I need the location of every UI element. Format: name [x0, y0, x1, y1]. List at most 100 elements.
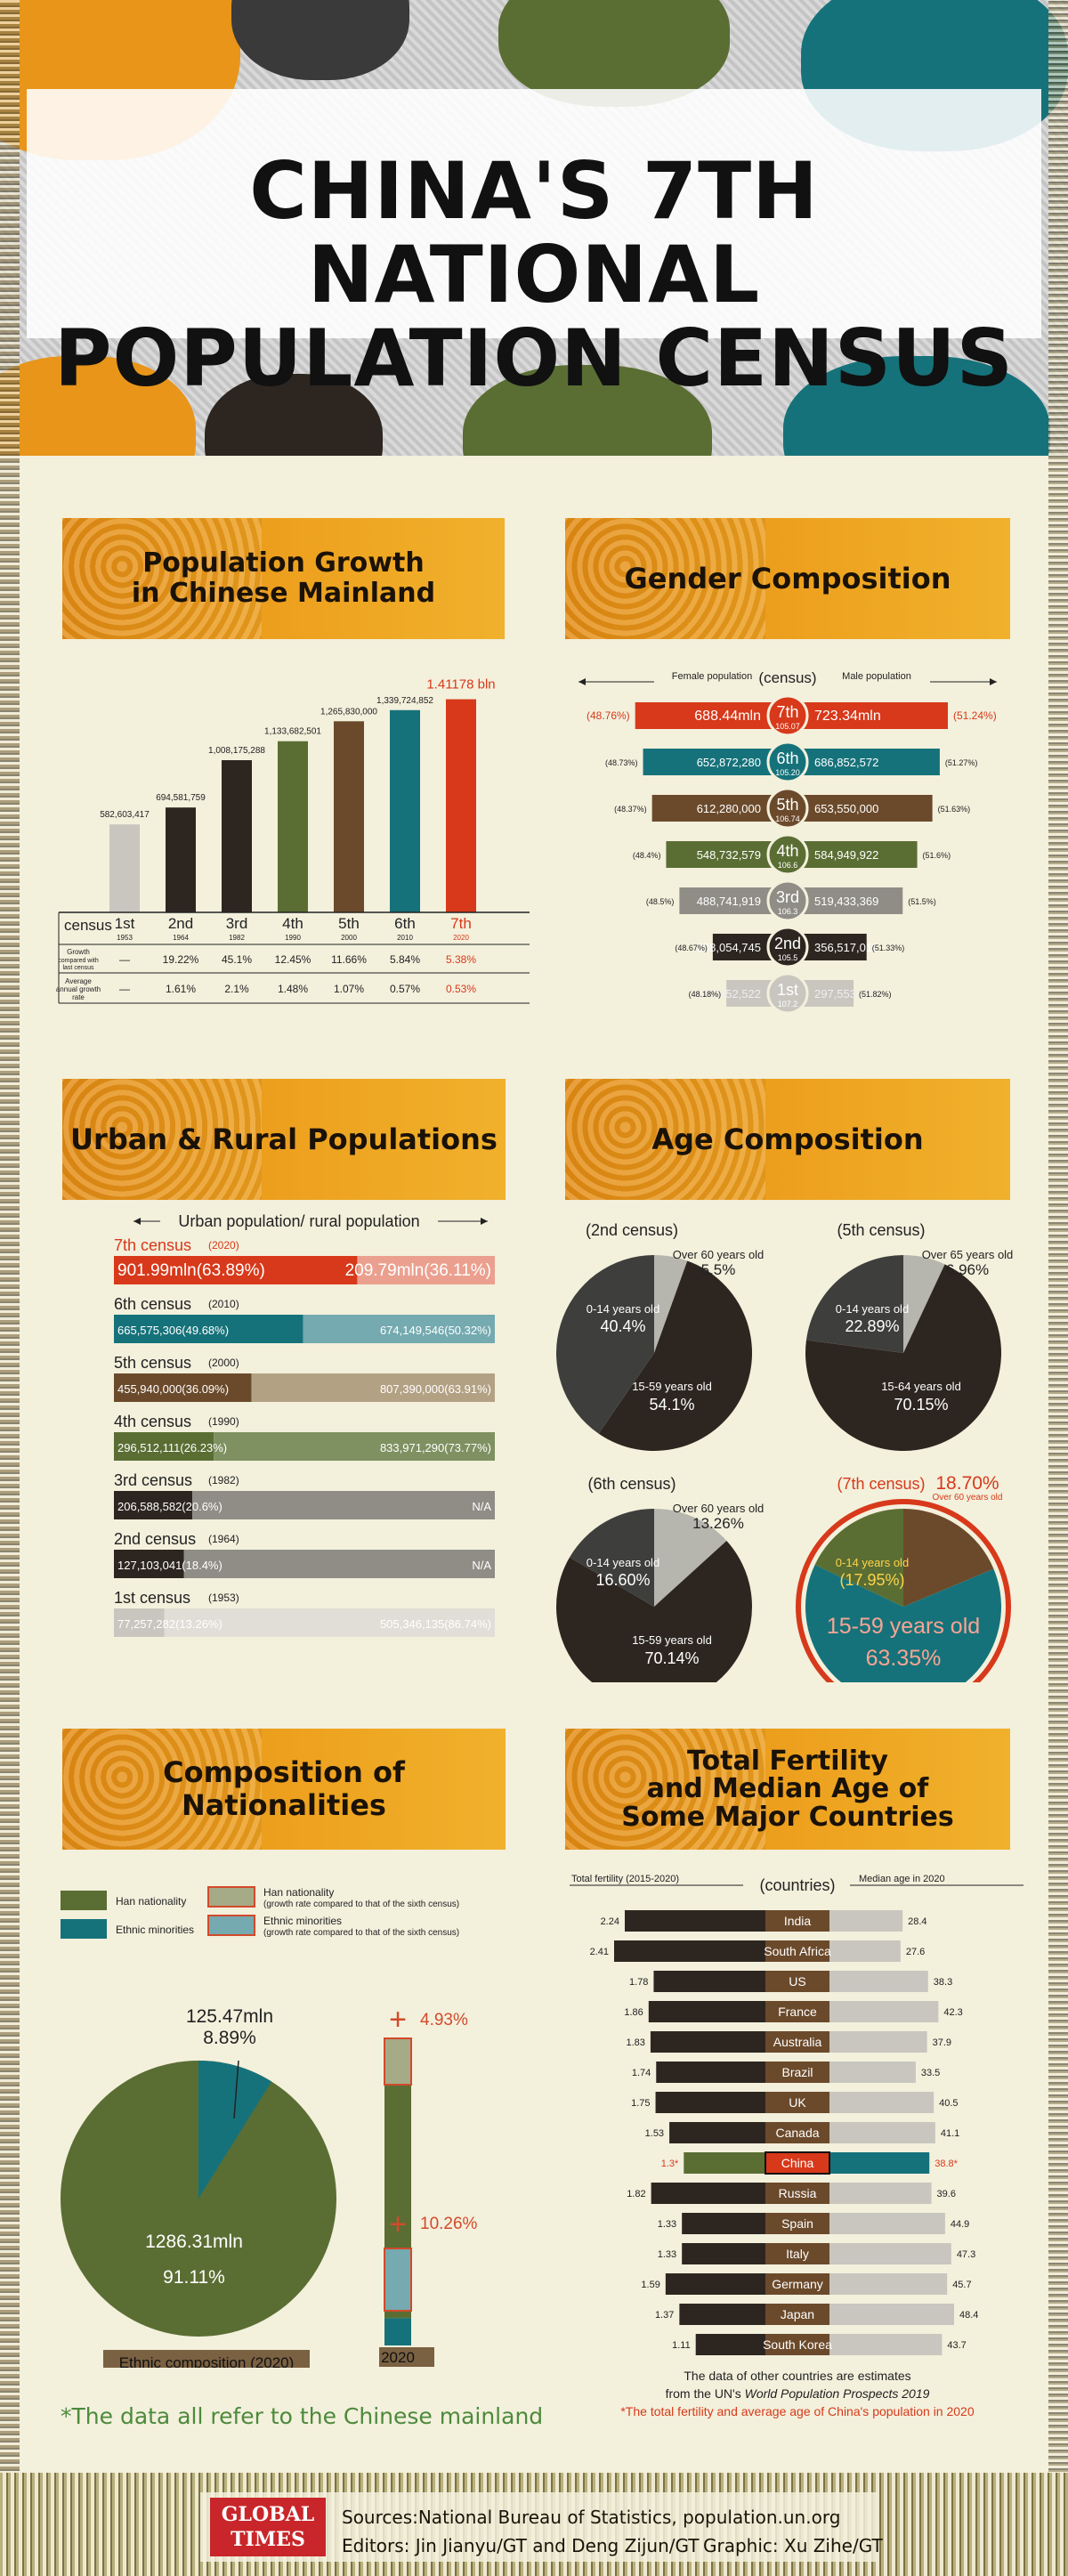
fertility-title-line-2: and Median Age of [646, 1773, 929, 1805]
sex-ratio: 107.2 [778, 1000, 798, 1009]
census-year: 1982 [229, 934, 245, 942]
work-value: 54.1% [649, 1396, 694, 1414]
country-name: US [789, 1974, 805, 1989]
census-label: 7th [450, 915, 472, 932]
rural-bar [164, 1608, 495, 1637]
sex-ratio: 106.6 [778, 861, 798, 870]
growth-bar [109, 824, 140, 912]
age-banner: Age Composition [565, 1079, 1010, 1200]
urban-bar [114, 1256, 358, 1284]
growth-bar [166, 807, 196, 912]
census-name: 5th census [114, 1354, 191, 1372]
young-value: (17.95%) [839, 1571, 904, 1589]
growth-value: 11.66% [331, 953, 367, 966]
median-age-value: 38.3 [934, 1977, 952, 1988]
fertility-bar [624, 1910, 765, 1932]
male-value: 584,949,922 [814, 848, 878, 862]
fertility-value: 1.37 [655, 2310, 674, 2321]
female-bar [643, 749, 788, 775]
growth-chart: 582,603,417 694,581,759 1,008,175,288 1,133… [56, 677, 530, 1004]
fertility-head-left: Total fertility (2015-2020) [571, 1874, 679, 1884]
urban-value: 127,103,041(18.4%) [117, 1559, 222, 1572]
urban-bar [114, 1373, 252, 1402]
country-label-bg [765, 2183, 829, 2204]
rural-bar [251, 1373, 495, 1402]
legend-han-swatch [61, 1891, 107, 1910]
growth-row-label: compared with [58, 958, 99, 964]
median-age-value: 39.6 [937, 2189, 956, 2199]
urban-value: 665,575,306(49.68%) [117, 1324, 229, 1337]
census-year: (1990) [208, 1415, 239, 1428]
male-pct: (51.6%) [923, 851, 951, 860]
fertility-note-prefix: from the UN's [666, 2386, 745, 2401]
male-pct: (51.27%) [945, 758, 978, 767]
female-pct: (48.37%) [614, 805, 647, 814]
country-name: France [778, 2005, 817, 2019]
urban-bar [114, 1491, 193, 1519]
male-pct: (51.33%) [872, 944, 905, 952]
male-pct: (51.5%) [908, 897, 936, 906]
gender-census: 2nd [774, 935, 801, 952]
fertility-bar [651, 2183, 765, 2204]
growth-bar [446, 699, 476, 912]
census-name: 3rd census [114, 1471, 192, 1489]
census-year: (2020) [208, 1239, 239, 1252]
fertility-value: 1.59 [641, 2280, 659, 2290]
country-label-bg [765, 2092, 829, 2113]
gender-census: 4th [776, 842, 798, 860]
census-label: 2nd [168, 915, 193, 932]
female-pct: (48.5%) [646, 897, 675, 906]
median-age-bar [829, 2092, 934, 2113]
census-circle [766, 879, 809, 922]
gender-title: Gender Composition [624, 561, 951, 595]
country-label-bg [765, 2062, 829, 2083]
age-census-label: (7th census) [837, 1475, 925, 1493]
logo-top: GLOBAL [221, 2503, 315, 2526]
census-year: 2000 [341, 934, 357, 942]
fertility-value: 1.3* [661, 2159, 679, 2169]
legend-eth-growth-swatch [207, 1915, 255, 1936]
gender-census: 1st [777, 981, 798, 999]
fertility-value: 1.74 [632, 2068, 651, 2078]
fertility-note-1: The data of other countries are estimate… [684, 2369, 910, 2383]
male-value: 356,517,011 [814, 941, 878, 954]
growth-value: — [119, 953, 130, 966]
urban-bar [114, 1315, 303, 1343]
old-value: 6.96% [946, 1261, 989, 1278]
census-circle [766, 833, 809, 876]
young-value: 40.4% [600, 1317, 645, 1335]
census-name: 6th census [114, 1295, 191, 1313]
annual-value: 0.57% [390, 983, 420, 995]
male-value: 686,852,572 [814, 756, 878, 769]
arrow-right-icon [990, 678, 997, 685]
census-circle [766, 926, 809, 968]
age-census-label: (6th census) [587, 1475, 676, 1493]
median-age-value: 48.4 [959, 2310, 978, 2321]
growth-bar [278, 741, 308, 912]
urban-chart: Urban population/ rural population 7th ce… [114, 1212, 495, 1637]
age-census-label: (2nd census) [586, 1221, 678, 1239]
rural-value: 807,390,000(63.91%) [380, 1382, 491, 1396]
annual-row-label: Average [65, 977, 92, 985]
age-slice-young [569, 1509, 654, 1607]
growth-value: 5.84% [390, 953, 420, 966]
median-age-bar [829, 2304, 954, 2325]
census-circle [766, 694, 809, 737]
footer-graphic: Graphic: Xu Zihe/GT [703, 2535, 883, 2556]
urban-axis-label: Urban population/ rural population [178, 1212, 419, 1230]
female-bar [635, 702, 788, 729]
urban-axis-bg [160, 1212, 438, 1230]
age-slice-old [654, 1509, 727, 1607]
census-name: 7th census [114, 1236, 191, 1254]
growth-row-label: last census [62, 965, 94, 971]
fertility-value: 1.11 [672, 2340, 691, 2351]
fertility-value: 2.41 [590, 1947, 609, 1957]
age-title: Age Composition [651, 1122, 924, 1156]
fertility-bar [695, 2334, 765, 2355]
female-value: 612,280,000 [697, 802, 761, 815]
female-bar [651, 795, 788, 822]
census-label: 6th [394, 915, 416, 932]
pie-caption-bg [103, 2350, 310, 2368]
footer-sources: Sources:National Bureau of Statistics, p… [342, 2507, 841, 2528]
old-label: Over 60 years old [673, 1502, 765, 1515]
